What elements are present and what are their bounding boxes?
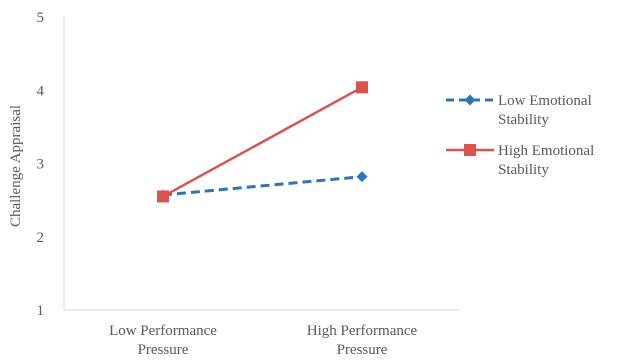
series-high-emotional-stability-point: [356, 81, 368, 94]
legend-marker: [464, 94, 476, 106]
y-axis-label: Challenge Appraisal: [8, 105, 24, 227]
legend: Low Emotional Stability High Emotional Stab…: [446, 93, 594, 178]
x-tick-label-line: High Performance: [307, 323, 418, 339]
legend-label-line: Stability: [498, 112, 549, 128]
x-tick-label: Low Performance Pressure: [109, 323, 217, 358]
series-low-emotional-stability-line: [162, 175, 363, 197]
y-tick-label: 4: [37, 83, 45, 99]
x-tick-label-line: Low Performance: [109, 323, 217, 339]
x-tick-label-line: Pressure: [337, 342, 388, 358]
legend-marker: [464, 144, 476, 156]
legend-label-line: High Emotional: [498, 143, 594, 159]
x-tick-label: High Performance Pressure: [307, 323, 418, 358]
y-tick-label: 5: [37, 10, 45, 26]
x-tick-label-line: Pressure: [138, 342, 189, 358]
series-low-emotional-stability-point: [356, 171, 368, 183]
series-high-emotional-stability-point: [157, 190, 169, 203]
legend-label-line: Low Emotional: [498, 93, 592, 109]
y-tick-label: 2: [37, 230, 45, 246]
series-high-emotional-stability-line: [162, 86, 363, 198]
legend-label: Low Emotional Stability: [498, 93, 592, 128]
y-tick-label: 1: [37, 303, 45, 319]
y-tick-label: 3: [37, 157, 45, 173]
legend-label-line: Stability: [498, 162, 549, 178]
series-layer: [157, 81, 368, 203]
legend-label: High Emotional Stability: [498, 143, 594, 178]
